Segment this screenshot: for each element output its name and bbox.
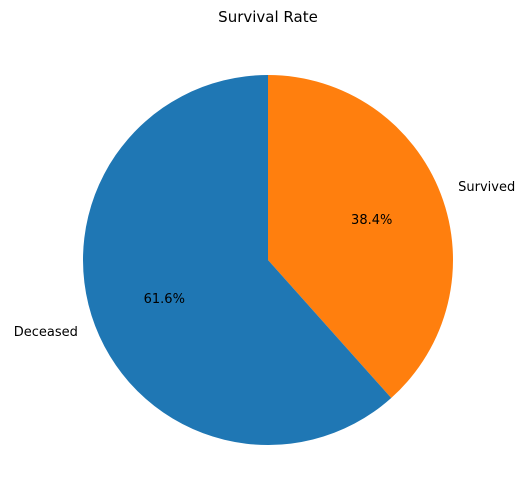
slice-label-deceased: Deceased	[14, 325, 78, 340]
pct-label-survived: 38.4%	[351, 213, 392, 228]
pie-slices	[83, 75, 454, 445]
slice-label-survived: Survived	[458, 180, 515, 195]
chart-title: Survival Rate	[218, 8, 318, 26]
pie-labels: 38.4% Survived 61.6% Deceased	[14, 180, 516, 340]
pct-label-deceased: 61.6%	[144, 292, 185, 307]
pie-slice-survived	[268, 75, 454, 398]
pie-slice-deceased	[83, 75, 392, 445]
